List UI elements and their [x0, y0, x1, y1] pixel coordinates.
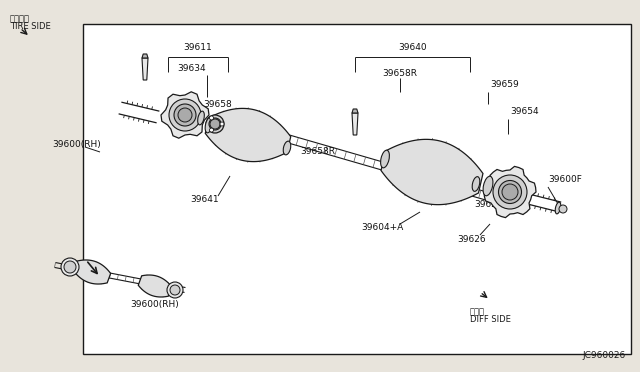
Text: 39600F: 39600F	[548, 175, 582, 184]
Text: 39611: 39611	[184, 43, 212, 52]
Text: JC960026: JC960026	[583, 351, 626, 360]
Ellipse shape	[472, 177, 480, 191]
Ellipse shape	[205, 117, 213, 133]
Ellipse shape	[170, 285, 180, 295]
Polygon shape	[352, 113, 358, 135]
Ellipse shape	[61, 258, 79, 276]
Polygon shape	[352, 109, 358, 113]
Text: DIFF SIDE: DIFF SIDE	[470, 315, 511, 324]
Text: 39604+A: 39604+A	[361, 222, 403, 231]
Circle shape	[209, 128, 214, 132]
Text: TIRE SIDE: TIRE SIDE	[10, 22, 51, 31]
Text: 39659: 39659	[490, 80, 519, 89]
Polygon shape	[74, 260, 111, 284]
Ellipse shape	[198, 111, 204, 125]
Ellipse shape	[174, 104, 196, 126]
Bar	[83, 24, 631, 354]
Circle shape	[210, 119, 220, 129]
Text: タイヤ側: タイヤ側	[10, 14, 30, 23]
Ellipse shape	[167, 282, 183, 298]
Polygon shape	[161, 92, 209, 138]
Text: 39658R: 39658R	[383, 70, 417, 78]
Text: 39640: 39640	[398, 43, 427, 52]
Text: 39641: 39641	[191, 196, 220, 205]
Text: 39654: 39654	[510, 107, 539, 116]
Text: 39600(RH): 39600(RH)	[131, 300, 179, 309]
Text: 39626: 39626	[458, 234, 486, 244]
Circle shape	[220, 122, 224, 126]
Text: 39625: 39625	[475, 200, 503, 209]
Circle shape	[559, 205, 567, 213]
Text: 39658R: 39658R	[300, 148, 335, 157]
Polygon shape	[484, 166, 536, 218]
Ellipse shape	[493, 175, 527, 209]
Text: 39634: 39634	[178, 64, 206, 73]
Text: デフ側: デフ側	[470, 307, 485, 316]
Polygon shape	[142, 54, 148, 58]
Polygon shape	[138, 275, 172, 297]
Ellipse shape	[556, 202, 561, 214]
Ellipse shape	[169, 99, 201, 131]
Ellipse shape	[206, 115, 224, 133]
Circle shape	[502, 184, 518, 200]
Text: 39658: 39658	[204, 100, 232, 109]
Polygon shape	[381, 140, 483, 205]
Ellipse shape	[64, 261, 76, 273]
Circle shape	[209, 116, 214, 120]
Ellipse shape	[499, 180, 522, 203]
Ellipse shape	[381, 150, 389, 168]
Circle shape	[178, 108, 192, 122]
Polygon shape	[205, 108, 291, 161]
Polygon shape	[142, 58, 148, 80]
Text: 39600(RH): 39600(RH)	[52, 140, 100, 148]
Ellipse shape	[284, 141, 291, 155]
Ellipse shape	[483, 176, 493, 196]
Ellipse shape	[209, 118, 221, 130]
